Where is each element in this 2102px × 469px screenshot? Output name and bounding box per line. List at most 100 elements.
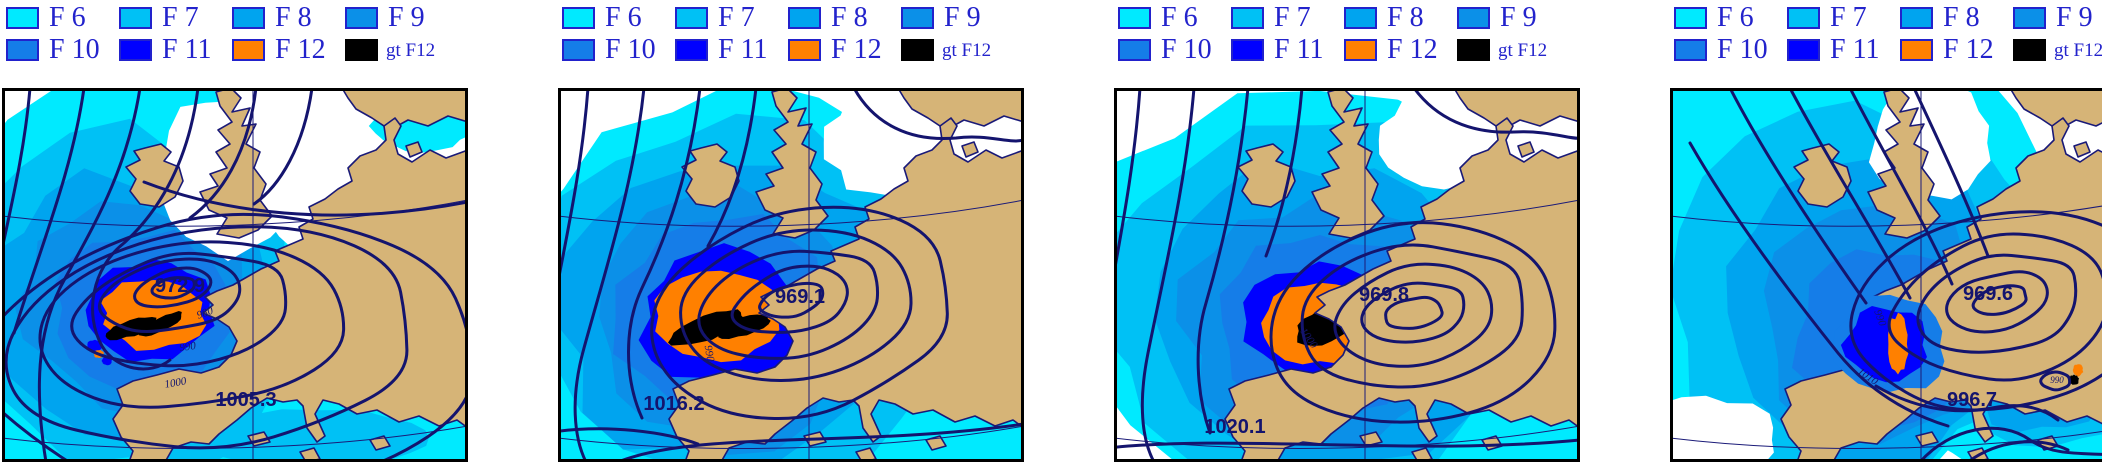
forecast-panel-1: F 6 F 7 F 8 F 9 F 10 F 11 F 12 gt F12 972.9 980 99…: [2, 0, 468, 469]
legend-swatch-f12: [1900, 39, 1933, 61]
legend-swatch-f12: [232, 39, 265, 61]
pressure-label: 990: [1871, 308, 1888, 328]
pressure-label: 969.8: [1359, 284, 1409, 306]
legend-item: F 7: [675, 4, 788, 32]
legend-swatch-f8: [1344, 7, 1377, 29]
legend-swatch-f9: [2013, 7, 2046, 29]
legend-item: F 10: [6, 36, 119, 64]
legend-item: F 12: [232, 36, 345, 64]
legend-item: F 7: [119, 4, 232, 32]
legend-row: F 10 F 11 F 12 gt F12: [1674, 34, 2102, 66]
legend-swatch-f11: [1787, 39, 1820, 61]
wind-force-legend: F 6 F 7 F 8 F 9 F 10 F 11 F 12 gt F12: [6, 2, 472, 66]
map-frame: 969.1 990 1016.2: [558, 88, 1024, 462]
legend-row: F 6 F 7 F 8 F 9: [562, 2, 1028, 34]
legend-item: F 7: [1787, 4, 1900, 32]
legend-swatch-f12: [788, 39, 821, 61]
legend-label: F 10: [605, 34, 656, 65]
legend-swatch-f7: [1231, 7, 1264, 29]
legend-label: F 7: [1830, 2, 1867, 33]
legend-label: F 11: [1274, 34, 1324, 65]
legend-swatch-f7: [119, 7, 152, 29]
legend-item: F 8: [1344, 4, 1457, 32]
legend-label: F 8: [275, 2, 312, 33]
pressure-label: 990: [179, 340, 198, 354]
legend-item: F 6: [1674, 4, 1787, 32]
legend-item: F 6: [6, 4, 119, 32]
legend-label: F 11: [162, 34, 212, 65]
legend-swatch-f9: [345, 7, 378, 29]
pressure-label: 1005.3: [215, 389, 276, 411]
forecast-panel-3: F 6 F 7 F 8 F 9 F 10 F 11 F 12 gt F12 969.8 1000 1…: [1114, 0, 1580, 469]
legend-label: F 11: [1830, 34, 1880, 65]
legend-label: F 6: [1161, 2, 1198, 33]
legend-label: F 6: [1717, 2, 1754, 33]
legend-item: F 12: [788, 36, 901, 64]
forecast-panel-2: F 6 F 7 F 8 F 9 F 10 F 11 F 12 gt F12 969.1 990 10…: [558, 0, 1024, 469]
legend-swatch-f6: [562, 7, 595, 29]
legend-label: F 9: [1500, 2, 1537, 33]
legend-label: gt F12: [942, 39, 992, 61]
legend-item: F 6: [1118, 4, 1231, 32]
legend-row: F 10 F 11 F 12 gt F12: [6, 34, 472, 66]
legend-item: F 11: [119, 36, 232, 64]
legend-swatch-f12: [1344, 39, 1377, 61]
legend-label: F 12: [275, 34, 326, 65]
wind-force-legend: F 6 F 7 F 8 F 9 F 10 F 11 F 12 gt F12: [1118, 2, 1584, 66]
legend-item: F 10: [1674, 36, 1787, 64]
legend-item: gt F12: [2013, 39, 2102, 61]
legend-row: F 6 F 7 F 8 F 9: [6, 2, 472, 34]
legend-swatch-gtf12: [345, 39, 378, 61]
pressure-label: 996.7: [1947, 389, 1997, 411]
legend-item: gt F12: [345, 39, 458, 61]
legend-label: F 12: [831, 34, 882, 65]
legend-item: F 11: [1787, 36, 1900, 64]
legend-label: F 10: [1161, 34, 1212, 65]
legend-swatch-f8: [232, 7, 265, 29]
pressure-label: 1020.1: [1204, 416, 1265, 438]
legend-label: F 7: [718, 2, 755, 33]
legend-item: F 9: [2013, 4, 2102, 32]
legend-row: F 6 F 7 F 8 F 9: [1118, 2, 1584, 34]
wind-force-legend: F 6 F 7 F 8 F 9 F 10 F 11 F 12 gt F12: [562, 2, 1028, 66]
legend-swatch-f11: [1231, 39, 1264, 61]
legend-swatch-f10: [562, 39, 595, 61]
pressure-label: 972.9: [155, 275, 205, 297]
legend-swatch-f6: [6, 7, 39, 29]
forecast-map-2: 969.1 990 1016.2: [558, 88, 1024, 462]
legend-swatch-f6: [1118, 7, 1151, 29]
legend-row: F 10 F 11 F 12 gt F12: [562, 34, 1028, 66]
legend-item: gt F12: [901, 39, 1014, 61]
legend-swatch-f10: [6, 39, 39, 61]
legend-item: F 10: [1118, 36, 1231, 64]
legend-swatch-gtf12: [1457, 39, 1490, 61]
legend-item: F 8: [232, 4, 345, 32]
legend-swatch-f7: [1787, 7, 1820, 29]
legend-swatch-f11: [119, 39, 152, 61]
legend-item: F 9: [345, 4, 458, 32]
legend-row: F 6 F 7 F 8 F 9: [1674, 2, 2102, 34]
legend-item: F 6: [562, 4, 675, 32]
legend-row: F 10 F 11 F 12 gt F12: [1118, 34, 1584, 66]
legend-item: gt F12: [1457, 39, 1570, 61]
legend-swatch-f8: [788, 7, 821, 29]
legend-item: F 9: [1457, 4, 1570, 32]
legend-swatch-f10: [1674, 39, 1707, 61]
pressure-label: 990: [702, 344, 717, 363]
legend-label: F 8: [1943, 2, 1980, 33]
legend-item: F 11: [1231, 36, 1344, 64]
legend-swatch-f8: [1900, 7, 1933, 29]
legend-label: F 11: [718, 34, 768, 65]
legend-item: F 10: [562, 36, 675, 64]
legend-item: F 7: [1231, 4, 1344, 32]
legend-item: F 11: [675, 36, 788, 64]
pressure-label: 969.1: [775, 286, 825, 308]
legend-label: gt F12: [386, 39, 436, 61]
legend-label: F 7: [1274, 2, 1311, 33]
legend-item: F 8: [1900, 4, 2013, 32]
pressure-label: 990: [2050, 375, 2064, 385]
